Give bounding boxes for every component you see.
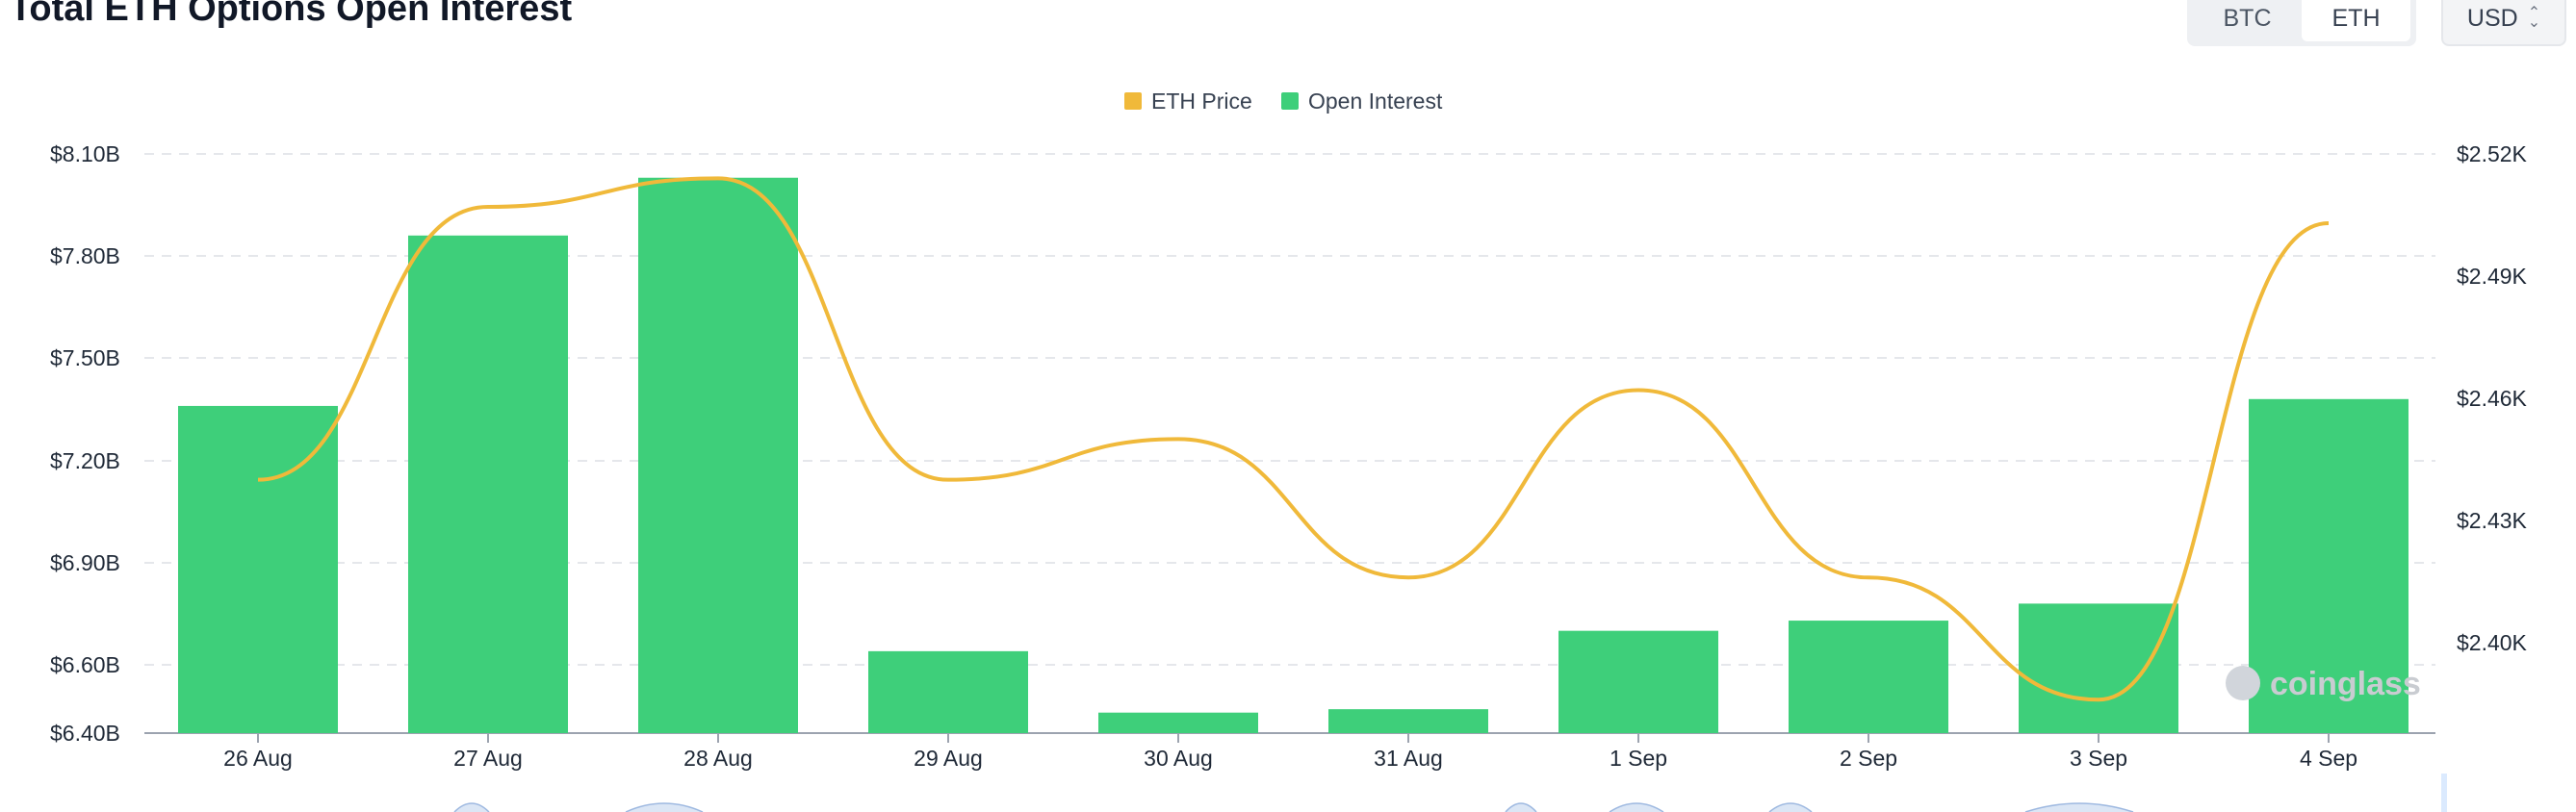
right-axis-tick-label: $2.43K xyxy=(2457,508,2528,533)
open-interest-bar[interactable] xyxy=(1098,712,1258,733)
range-navigator-preview[interactable] xyxy=(453,774,2447,812)
asset-tab-eth[interactable]: ETH xyxy=(2302,0,2410,41)
x-axis-tick-label: 30 Aug xyxy=(1144,746,1213,771)
open-interest-bar[interactable] xyxy=(178,405,338,733)
legend-item[interactable]: ETH Price xyxy=(1124,89,1252,114)
open-interest-bar[interactable] xyxy=(1328,709,1488,733)
open-interest-bar[interactable] xyxy=(408,235,568,734)
right-axis-tick-label: $2.52K xyxy=(2457,141,2528,166)
navigator-series-preview xyxy=(1768,802,1813,812)
x-axis-tick-label: 28 Aug xyxy=(683,746,753,771)
right-axis-tick-label: $2.40K xyxy=(2457,630,2528,655)
coinglass-watermark: coinglass xyxy=(2226,666,2421,702)
x-axis-tick-label: 29 Aug xyxy=(914,746,983,771)
watermark-text: coinglass xyxy=(2270,666,2421,702)
x-axis-tick-label: 26 Aug xyxy=(223,746,293,771)
x-axis-tick-label: 3 Sep xyxy=(2070,746,2127,771)
page-title: Total ETH Options Open Interest xyxy=(10,0,573,29)
left-axis-tick-label: $8.10B xyxy=(50,141,120,166)
open-interest-bar[interactable] xyxy=(638,177,798,733)
navigator-series-preview xyxy=(1505,802,1537,812)
x-axis-tick-label: 31 Aug xyxy=(1374,746,1443,771)
left-axis-tick-label: $7.20B xyxy=(50,448,120,473)
asset-toggle: BTC ETH xyxy=(2187,0,2416,46)
navigator-series-preview xyxy=(453,802,490,812)
x-axis-tick-label: 2 Sep xyxy=(1840,746,1897,771)
x-axis-tick-label: 1 Sep xyxy=(1610,746,1667,771)
bars xyxy=(178,177,2409,734)
navigator-series-preview xyxy=(2024,802,2134,812)
open-interest-bar[interactable] xyxy=(1789,621,1948,733)
left-axis-tick-label: $6.90B xyxy=(50,550,120,575)
navigator-series-preview xyxy=(625,802,704,812)
legend-swatch xyxy=(1281,92,1299,110)
navigator-handle[interactable] xyxy=(2441,774,2447,812)
open-interest-bar[interactable] xyxy=(2249,398,2409,733)
open-interest-bar[interactable] xyxy=(868,650,1028,733)
right-axis-tick-label: $2.49K xyxy=(2457,264,2528,289)
legend-label: Open Interest xyxy=(1308,89,1443,114)
left-axis-tick-label: $6.40B xyxy=(50,721,120,746)
currency-value: USD xyxy=(2466,4,2518,32)
navigator-series-preview xyxy=(1609,802,1664,812)
asset-tab-btc[interactable]: BTC xyxy=(2223,4,2272,32)
chevron-updown-icon: ⌃ ⌄ xyxy=(2527,5,2541,31)
right-axis-tick-label: $2.46K xyxy=(2457,386,2528,411)
legend-swatch xyxy=(1124,92,1142,110)
left-axis-ticks: $8.10B $7.80B $7.50B $7.20B $6.90B $6.60B $6.4… xyxy=(50,141,120,746)
right-axis-ticks: $2.52K $2.49K $2.46K $2.43K $2.40K xyxy=(2457,141,2528,655)
currency-select[interactable]: USD ⌃ ⌄ xyxy=(2441,0,2566,46)
legend-item[interactable]: Open Interest xyxy=(1281,89,1443,114)
x-axis-ticks: 26 Aug 27 Aug 28 Aug 29 Aug 30 Aug 31 Aug 1 Se… xyxy=(223,733,2357,771)
legend-label: ETH Price xyxy=(1151,89,1252,114)
x-axis-tick-label: 27 Aug xyxy=(453,746,523,771)
eth-price-line xyxy=(257,176,2330,702)
legend: ETH Price Open Interest xyxy=(1124,89,1443,114)
x-axis-tick-label: 4 Sep xyxy=(2300,746,2357,771)
left-axis-tick-label: $6.60B xyxy=(50,652,120,677)
open-interest-bar[interactable] xyxy=(2019,603,2178,733)
left-axis-tick-label: $7.50B xyxy=(50,345,120,370)
left-axis-tick-label: $7.80B xyxy=(50,243,120,268)
open-interest-bar[interactable] xyxy=(1558,630,1718,733)
